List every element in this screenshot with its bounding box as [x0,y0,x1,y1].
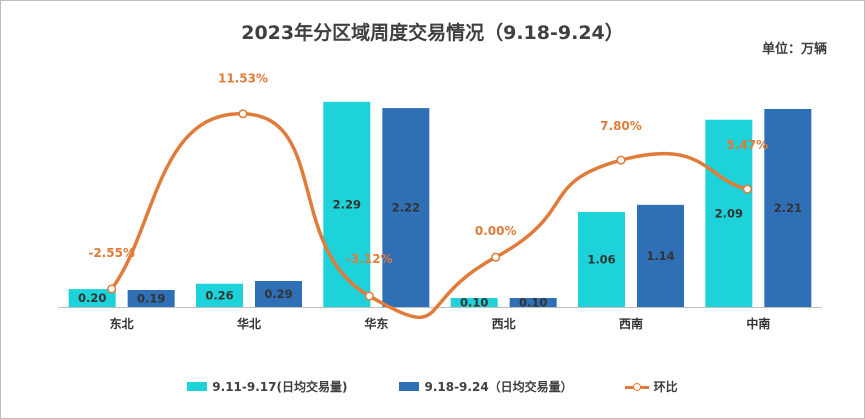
x-tick-label-0: 东北 [110,316,134,331]
bar-label-s1-3: 0.10 [460,296,488,310]
chart-title: 2023年分区域周度交易情况（9.18-9.24） [241,22,624,44]
bar-label-s2-4: 1.14 [646,249,674,263]
ratio-point-4 [616,155,626,165]
bar-label-s1-1: 0.26 [205,288,233,302]
ratio-point-1 [238,109,248,119]
bar-s1-2 [323,101,371,307]
bar-s1-0 [68,289,116,307]
ratio-label-1: 11.53% [218,72,268,86]
ratio-label-5: 5.47% [727,138,769,152]
legend-label-prev-week: 9.11-9.17(日均交易量) [212,380,348,394]
bar-s1-5 [705,119,753,308]
ratio-label-2: -3.12% [346,252,393,266]
ratio-point-0 [107,284,117,294]
legend-swatch-prev-week [187,382,208,391]
legend: 9.11-9.17(日均交易量) 9.18-9.24（日均交易量） 环比 [0,378,865,395]
ratio-label-3: 0.00% [475,224,517,238]
bar-s2-4 [637,204,684,307]
bar-s1-4 [578,212,625,307]
ratio-point-5 [742,184,752,194]
bar-s2-0 [127,289,175,307]
x-tick-label-4: 西南 [619,316,643,331]
bar-s2-3 [509,298,557,307]
legend-item-prev-week[interactable]: 9.11-9.17(日均交易量) [187,378,347,395]
x-tick-label-2: 华东 [364,316,388,331]
x-tick-label-5: 中南 [746,316,770,331]
bar-label-s2-3: 0.10 [519,296,547,310]
ratio-label-4: 7.80% [600,119,642,133]
legend-item-curr-week[interactable]: 9.18-9.24（日均交易量） [399,378,573,395]
bar-label-s1-2: 2.29 [333,197,361,211]
ratio-point-2 [364,291,374,301]
bar-label-s1-5: 2.09 [715,206,743,220]
bar-label-s1-4: 1.06 [587,253,615,267]
legend-swatch-curr-week [399,382,420,391]
bar-label-s2-1: 0.29 [264,287,292,301]
bar-label-s2-5: 2.21 [774,201,802,215]
bar-label-s1-0: 0.20 [78,291,106,305]
legend-item-ratio[interactable]: 环比 [624,378,678,395]
legend-label-curr-week: 9.18-9.24（日均交易量） [424,380,573,394]
bar-s2-5 [764,108,812,307]
bar-s1-3 [450,298,498,307]
ratio-label-0: -2.55% [88,246,135,260]
bar-s2-1 [255,281,302,307]
x-tick-label-3: 西北 [492,316,516,331]
bar-s2-2 [382,108,430,307]
legend-label-ratio: 环比 [653,380,678,394]
bar-s1-1 [196,283,243,307]
bar-label-s2-0: 0.19 [137,291,165,305]
bar-label-s2-2: 2.22 [392,201,420,215]
x-tick-label-1: 华北 [237,316,261,331]
ratio-point-3 [491,252,501,262]
unit-label: 单位：万辆 [761,42,827,57]
legend-swatch-ratio [624,382,649,392]
